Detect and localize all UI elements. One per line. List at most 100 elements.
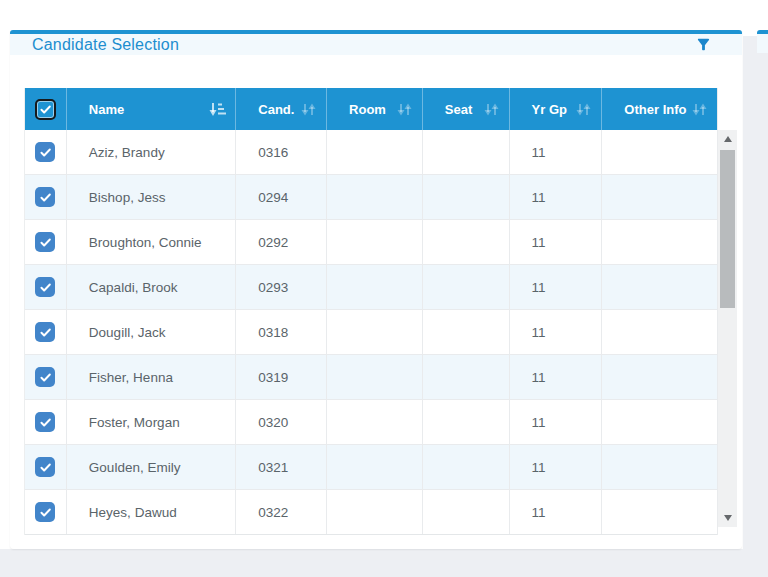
cell-yr-gp: 11 [510, 175, 603, 219]
cell-room [327, 445, 423, 489]
cell-room [327, 310, 423, 354]
cell-room [327, 265, 423, 309]
column-label: Other Info [624, 102, 686, 117]
candidate-table: Name Cand. Room [24, 88, 718, 535]
checkmark-icon [39, 461, 52, 474]
column-header-name[interactable]: Name [67, 88, 236, 130]
cell-room [327, 130, 423, 174]
row-checkbox[interactable] [35, 187, 55, 207]
checkmark-icon [39, 281, 52, 294]
cell-yr-gp: 11 [510, 310, 603, 354]
cell-other-info [602, 355, 717, 399]
column-header-room[interactable]: Room [327, 88, 423, 130]
table-row[interactable]: Foster, Morgan 0320 11 [25, 400, 717, 445]
sort-amount-desc-icon [208, 102, 226, 117]
row-checkbox[interactable] [35, 277, 55, 297]
sort-both-directions-icon [483, 102, 500, 117]
cell-cand: 0322 [236, 490, 327, 534]
scroll-up-button[interactable] [718, 131, 737, 147]
row-checkbox[interactable] [35, 142, 55, 162]
cell-yr-gp: 11 [510, 220, 603, 264]
cell-yr-gp: 11 [510, 130, 603, 174]
cell-seat [423, 130, 510, 174]
cell-name: Foster, Morgan [67, 400, 236, 444]
row-select-cell [25, 445, 67, 489]
cell-yr-gp: 11 [510, 490, 603, 534]
cell-other-info [602, 400, 717, 444]
select-all-checkbox[interactable] [35, 99, 56, 120]
table-header-row: Name Cand. Room [25, 88, 717, 130]
cell-cand: 0316 [236, 130, 327, 174]
row-select-cell [25, 175, 67, 219]
cell-name: Capaldi, Brook [67, 265, 236, 309]
table-row[interactable]: Broughton, Connie 0292 11 [25, 220, 717, 265]
column-header-cand[interactable]: Cand. [236, 88, 327, 130]
scroll-down-button[interactable] [718, 510, 737, 526]
column-header-seat[interactable]: Seat [423, 88, 510, 130]
checkmark-icon [39, 103, 52, 116]
table-row[interactable]: Aziz, Brandy 0316 11 [25, 130, 717, 175]
cell-room [327, 220, 423, 264]
cell-seat [423, 220, 510, 264]
card-header: Candidate Selection [10, 34, 742, 55]
row-checkbox[interactable] [35, 232, 55, 252]
row-checkbox[interactable] [35, 457, 55, 477]
scrollbar-thumb[interactable] [720, 150, 735, 308]
cell-other-info [602, 445, 717, 489]
table-row[interactable]: Heyes, Dawud 0322 11 [25, 490, 717, 535]
row-checkbox[interactable] [35, 502, 55, 522]
cell-cand: 0292 [236, 220, 327, 264]
cell-cand: 0293 [236, 265, 327, 309]
vertical-scrollbar[interactable] [718, 130, 737, 527]
cell-seat [423, 400, 510, 444]
page-background-right [743, 36, 768, 577]
cell-room [327, 490, 423, 534]
cell-room [327, 400, 423, 444]
cell-yr-gp: 11 [510, 355, 603, 399]
row-checkbox[interactable] [35, 322, 55, 342]
cell-room [327, 175, 423, 219]
row-checkbox[interactable] [35, 412, 55, 432]
table-row[interactable]: Fisher, Henna 0319 11 [25, 355, 717, 400]
row-select-cell [25, 130, 67, 174]
cell-name: Fisher, Henna [67, 355, 236, 399]
row-checkbox[interactable] [35, 367, 55, 387]
filter-button[interactable] [695, 36, 712, 53]
cell-seat [423, 490, 510, 534]
filter-funnel-icon [695, 36, 712, 53]
cell-room [327, 355, 423, 399]
page-title: Candidate Selection [32, 35, 695, 55]
column-label: Room [349, 102, 386, 117]
checkmark-icon [39, 506, 52, 519]
cell-other-info [602, 130, 717, 174]
table-row[interactable]: Bishop, Jess 0294 11 [25, 175, 717, 220]
cell-name: Dougill, Jack [67, 310, 236, 354]
table-row[interactable]: Capaldi, Brook 0293 11 [25, 265, 717, 310]
cell-cand: 0319 [236, 355, 327, 399]
checkmark-icon [39, 191, 52, 204]
cell-cand: 0321 [236, 445, 327, 489]
column-label: Seat [445, 102, 472, 117]
scroll-up-arrow-icon [724, 136, 732, 142]
cell-name: Bishop, Jess [67, 175, 236, 219]
checkmark-icon [39, 146, 52, 159]
checkmark-icon [39, 326, 52, 339]
adjacent-card-edge [757, 30, 768, 53]
column-header-other[interactable]: Other Info [602, 88, 717, 130]
cell-cand: 0320 [236, 400, 327, 444]
cell-seat [423, 445, 510, 489]
table-row[interactable]: Goulden, Emily 0321 11 [25, 445, 717, 490]
cell-name: Heyes, Dawud [67, 490, 236, 534]
sort-both-directions-icon [575, 102, 592, 117]
cell-seat [423, 175, 510, 219]
cell-seat [423, 265, 510, 309]
row-select-cell [25, 400, 67, 444]
table-body: Aziz, Brandy 0316 11 Bishop, Jess 0294 1… [25, 130, 717, 535]
table-row[interactable]: Dougill, Jack 0318 11 [25, 310, 717, 355]
cell-cand: 0318 [236, 310, 327, 354]
select-all-cell [25, 88, 67, 130]
cell-yr-gp: 11 [510, 265, 603, 309]
row-select-cell [25, 355, 67, 399]
page-background-bottom [0, 549, 768, 577]
column-header-yrgp[interactable]: Yr Gp [510, 88, 603, 130]
